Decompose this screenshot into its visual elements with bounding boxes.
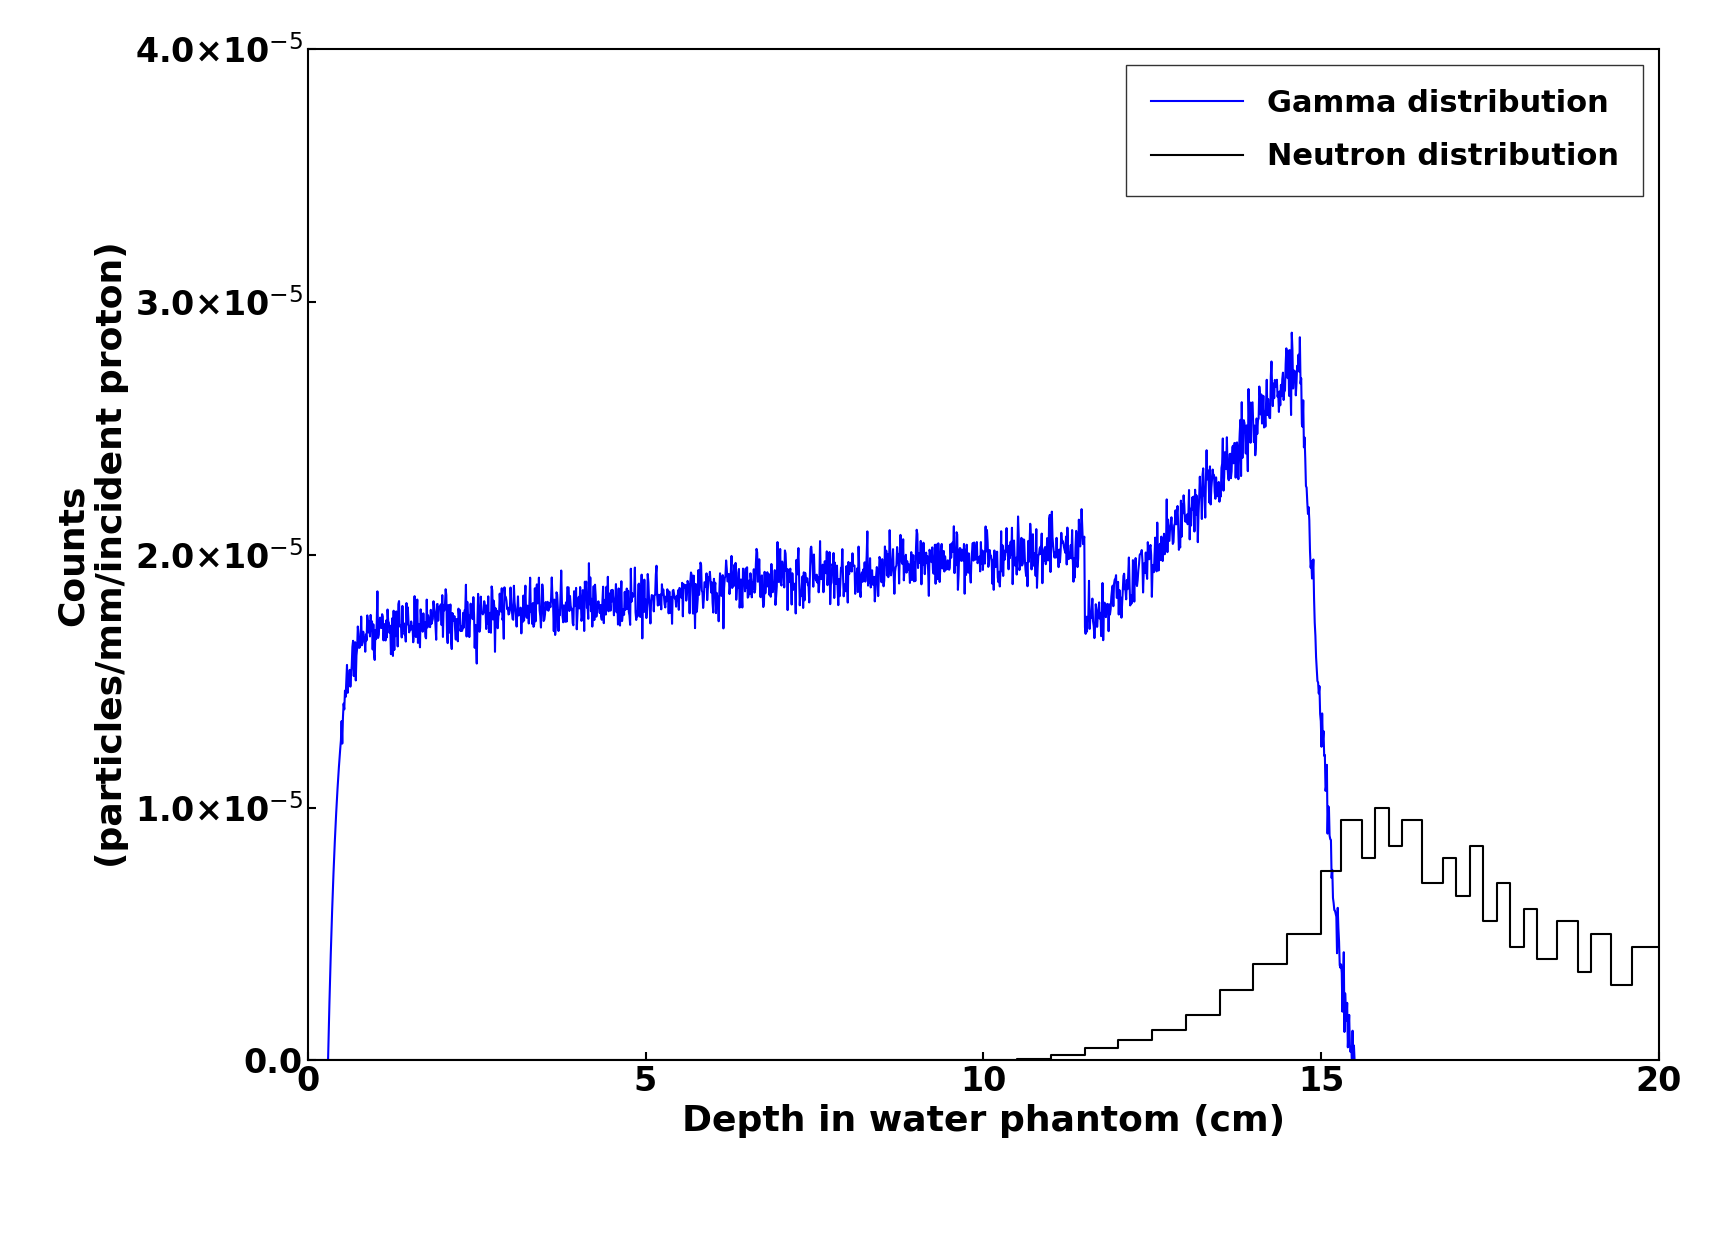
Line: Gamma distribution: Gamma distribution: [308, 333, 1659, 1060]
Y-axis label: Counts
(particles/mm/incident proton): Counts (particles/mm/incident proton): [56, 242, 130, 868]
Gamma distribution: [1281, 326, 1301, 340]
Gamma distribution: [1609, 1053, 1630, 1068]
Gamma distribution: [1609, 1053, 1630, 1068]
Neutron distribution: [1648, 940, 1669, 954]
Gamma distribution: [918, 588, 939, 603]
Neutron distribution: [1392, 838, 1412, 853]
Neutron distribution: [1447, 889, 1467, 904]
X-axis label: Depth in water phantom (cm): Depth in water phantom (cm): [682, 1104, 1284, 1138]
Gamma distribution: [1648, 1053, 1669, 1068]
Neutron distribution: [298, 1053, 318, 1068]
Neutron distribution: [1209, 983, 1229, 997]
Neutron distribution: [1568, 964, 1589, 979]
Neutron distribution: [1040, 1052, 1060, 1067]
Legend: Gamma distribution, Neutron distribution: Gamma distribution, Neutron distribution: [1127, 64, 1643, 196]
Gamma distribution: [954, 587, 975, 602]
Line: Neutron distribution: Neutron distribution: [308, 808, 1659, 1060]
Neutron distribution: [1365, 800, 1385, 815]
Gamma distribution: [366, 615, 386, 630]
Gamma distribution: [1361, 1053, 1382, 1068]
Gamma distribution: [298, 1053, 318, 1068]
Neutron distribution: [1142, 1022, 1163, 1037]
